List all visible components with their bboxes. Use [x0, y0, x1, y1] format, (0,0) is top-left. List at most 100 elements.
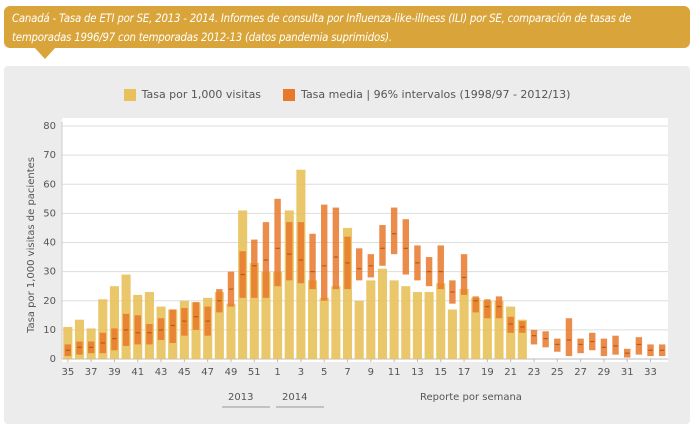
rate-bar [517, 319, 527, 359]
legend-swatch-mean [283, 88, 296, 101]
rate-bar [436, 283, 446, 359]
rate-bar [366, 280, 376, 359]
rate-bar [63, 326, 73, 359]
x-tick-label: 23 [528, 367, 541, 378]
ci-bar [169, 309, 176, 343]
rate-bar [74, 319, 85, 359]
x-tick-label: 5 [321, 367, 327, 378]
ci-bar [157, 318, 165, 341]
legend-swatch-rate [123, 88, 136, 101]
rate-bar [319, 297, 329, 359]
x-tick-label: 33 [644, 367, 657, 378]
x-axis-label: Reporte por semana [420, 392, 522, 403]
ci-bar [332, 207, 340, 290]
y-tick-label: 40 [43, 238, 56, 249]
x-tick-label: 25 [551, 367, 564, 378]
rate-bar [214, 292, 224, 359]
rate-bar [389, 280, 399, 359]
rate-bar [342, 227, 353, 359]
rate-bar [191, 302, 201, 359]
rate-bar [98, 299, 108, 359]
x-tick-label: 21 [504, 367, 517, 378]
y-tick-label: 30 [43, 267, 56, 278]
ci-bar [297, 222, 305, 284]
ci-bar [251, 239, 258, 298]
ci-bar [379, 225, 386, 266]
ci-bar [635, 337, 643, 355]
ci-bar [472, 296, 479, 313]
rate-bar [494, 300, 504, 359]
y-tick-label: 10 [43, 325, 56, 336]
x-tick-label: 13 [411, 367, 424, 378]
legend-item-rate: Tasa por 1,000 visitas [123, 88, 262, 101]
ci-bar [390, 207, 398, 255]
legend-label-rate: Tasa por 1,000 visitas [141, 88, 262, 101]
chart-title: Canadá - Tasa de ETI por SE, 2013 - 2014… [12, 12, 632, 44]
ci-bar [437, 245, 444, 290]
x-tick-label: 45 [178, 367, 191, 378]
ci-bar [554, 338, 561, 352]
x-tick-label: 9 [368, 367, 374, 378]
x-tick-label: 29 [598, 367, 611, 378]
legend: Tasa por 1,000 visitas Tasa media | 96% … [0, 88, 694, 101]
x-tick-label: 43 [155, 367, 168, 378]
ci-bar [181, 308, 188, 336]
chart-title-banner: Canadá - Tasa de ETI por SE, 2013 - 2014… [4, 6, 690, 48]
x-tick-label: 41 [131, 367, 144, 378]
x-tick-label: 47 [201, 367, 214, 378]
ci-bar [146, 324, 153, 345]
ci-bar [355, 248, 363, 281]
x-tick-label: 51 [248, 367, 261, 378]
ci-bar [565, 318, 573, 357]
x-tick-label: 49 [225, 367, 238, 378]
x-tick-label: 7 [344, 367, 350, 378]
x-tick-label: 37 [85, 367, 98, 378]
y-tick-label: 70 [43, 150, 56, 161]
ci-bar [577, 338, 584, 354]
ci-bar [484, 299, 491, 319]
ci-bar [321, 204, 328, 301]
ci-bar [530, 329, 538, 345]
x-tick-label: 19 [481, 367, 494, 378]
rate-bar [354, 300, 364, 359]
x-tick-label: 3 [298, 367, 304, 378]
ci-bar [134, 315, 141, 345]
rate-bar [249, 262, 259, 359]
legend-label-mean: Tasa media | 96% intervalos (1998/97 - 2… [301, 88, 571, 101]
y-tick-label: 0 [50, 354, 56, 365]
ci-bar [507, 316, 514, 333]
rate-bar [459, 289, 469, 359]
rate-bar [447, 309, 457, 359]
rate-bar [308, 280, 318, 359]
y-tick-label: 20 [43, 296, 56, 307]
x-tick-label: 31 [621, 367, 634, 378]
rate-bar [424, 292, 434, 359]
ci-bar [76, 341, 83, 355]
ci-bar [111, 328, 118, 351]
ci-bar [495, 296, 503, 319]
rate-bar [226, 303, 236, 359]
rate-bar [284, 210, 294, 359]
rate-bar [273, 271, 283, 359]
ci-bar [192, 302, 200, 330]
x-tick-label: 35 [61, 367, 74, 378]
rate-bar [331, 286, 341, 359]
ci-bar [309, 233, 316, 290]
rate-bar [471, 297, 481, 359]
rate-bar [412, 292, 422, 359]
rate-bar [377, 268, 388, 359]
y-axis-label: Tasa por 1,000 visitas de pacientes [26, 157, 37, 334]
x-tick-label: 11 [388, 367, 401, 378]
ci-bar [542, 331, 549, 348]
y-tick-label: 60 [43, 179, 56, 190]
x-tick-label: 27 [574, 367, 587, 378]
rate-bar [506, 306, 516, 359]
rate-bar [482, 300, 492, 359]
x-tick-label: 15 [434, 367, 447, 378]
x-tick-label: 17 [458, 367, 471, 378]
rate-bar [401, 286, 411, 359]
legend-item-mean: Tasa media | 96% intervalos (1998/97 - 2… [283, 88, 570, 101]
ci-bar [274, 198, 281, 287]
ci-bar [612, 335, 619, 355]
